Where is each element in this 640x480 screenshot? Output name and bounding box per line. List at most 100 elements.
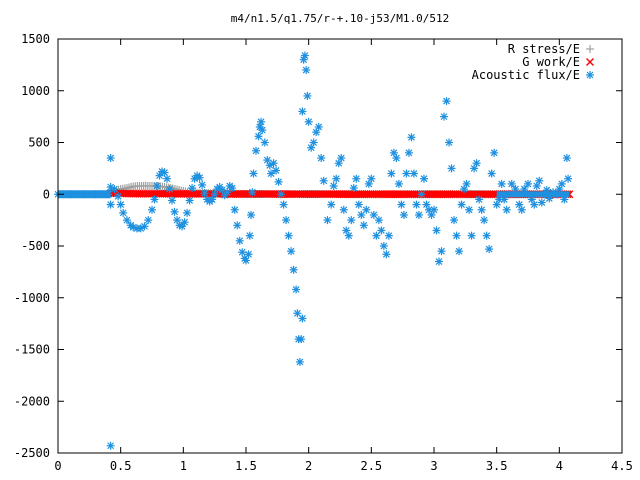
data-point <box>502 205 512 215</box>
data-point <box>152 181 162 191</box>
data-point <box>302 91 313 101</box>
data-point <box>295 357 305 367</box>
y-tick-label: -1000 <box>14 291 50 305</box>
data-point <box>449 215 459 225</box>
data-point <box>409 168 419 179</box>
data-point <box>529 200 539 210</box>
x-tick-label: 1.5 <box>235 459 257 473</box>
data-point <box>291 284 301 295</box>
data-point <box>167 195 177 206</box>
data-point <box>542 185 552 195</box>
data-point <box>246 210 256 220</box>
data-point <box>359 220 369 230</box>
data-point <box>304 117 314 127</box>
data-point <box>281 215 291 225</box>
data-point <box>374 215 384 225</box>
data-point <box>143 215 153 225</box>
data-point <box>251 146 261 156</box>
y-tick-label: -2000 <box>14 394 50 408</box>
data-point <box>434 256 444 267</box>
data-point <box>232 220 242 230</box>
x-tick-label: 2.5 <box>360 459 382 473</box>
data-point <box>297 313 307 324</box>
data-point <box>164 184 175 194</box>
data-point <box>404 148 414 158</box>
data-point <box>346 215 356 225</box>
data-point <box>309 137 319 148</box>
data-point <box>195 173 205 183</box>
data-point <box>416 189 427 199</box>
data-point <box>314 122 324 132</box>
legend-label: R stress/E <box>508 42 580 56</box>
data-point <box>329 181 339 191</box>
legend-marker <box>585 70 595 80</box>
data-point <box>354 200 364 210</box>
data-point <box>257 125 267 135</box>
data-point <box>245 231 255 241</box>
data-point <box>454 246 464 256</box>
data-point <box>429 205 439 215</box>
plot-frame <box>57 38 623 454</box>
data-point <box>436 246 447 256</box>
data-point <box>349 183 359 193</box>
data-point <box>149 194 160 205</box>
data-point <box>563 174 573 184</box>
data-point <box>276 189 286 199</box>
data-point <box>444 137 454 148</box>
x-tick-label: 0 <box>54 459 61 473</box>
data-point <box>441 96 452 106</box>
data-point <box>122 215 132 225</box>
data-point <box>256 117 266 127</box>
data-point <box>103 189 113 199</box>
data-point <box>106 200 116 210</box>
data-point <box>351 174 361 184</box>
data-point <box>187 183 197 193</box>
data-point <box>534 176 544 186</box>
data-point <box>273 177 284 187</box>
data-point <box>339 205 349 215</box>
y-tick-label: -500 <box>21 239 50 253</box>
x-tick-label: 4 <box>556 459 563 473</box>
y-tick-label: 500 <box>28 136 50 150</box>
axes: 1500 1000 500 0 -500 -1000 -1500 -2000 -2500 0 0.5… <box>14 32 633 473</box>
data-point <box>376 225 386 236</box>
data-point <box>461 179 472 189</box>
data-point <box>90 189 101 199</box>
data-point <box>185 195 195 206</box>
data-point <box>116 200 126 210</box>
data-point <box>271 165 281 176</box>
data-point <box>326 200 336 210</box>
data-point <box>300 50 310 61</box>
data-point <box>523 179 533 189</box>
legend-marker <box>585 44 595 54</box>
plot-data <box>53 50 574 451</box>
data-point <box>401 168 412 179</box>
data-point <box>411 200 422 210</box>
data-point <box>301 65 311 75</box>
data-point <box>391 153 401 163</box>
y-tick-label: 1500 <box>21 32 50 46</box>
x-tick-label: 2 <box>305 459 312 473</box>
legend-marker <box>585 57 595 67</box>
data-point <box>106 153 116 163</box>
data-point <box>464 205 474 215</box>
data-point <box>230 205 240 215</box>
x-tick-label: 4.5 <box>611 459 633 473</box>
data-point <box>384 231 394 241</box>
data-point <box>344 231 354 241</box>
data-point <box>322 215 333 225</box>
data-point <box>279 200 289 210</box>
data-point <box>106 441 116 451</box>
data-point <box>544 193 554 203</box>
data-point <box>484 244 494 254</box>
data-point <box>118 208 128 218</box>
y-tick-label: -1500 <box>14 343 50 357</box>
data-point <box>431 225 442 236</box>
x-tick-label: 3.5 <box>486 459 508 473</box>
data-point <box>248 168 259 179</box>
data-point <box>162 174 172 184</box>
legend-label: Acoustic flux/E <box>472 68 580 82</box>
data-point <box>504 189 514 199</box>
data-point <box>446 163 457 173</box>
